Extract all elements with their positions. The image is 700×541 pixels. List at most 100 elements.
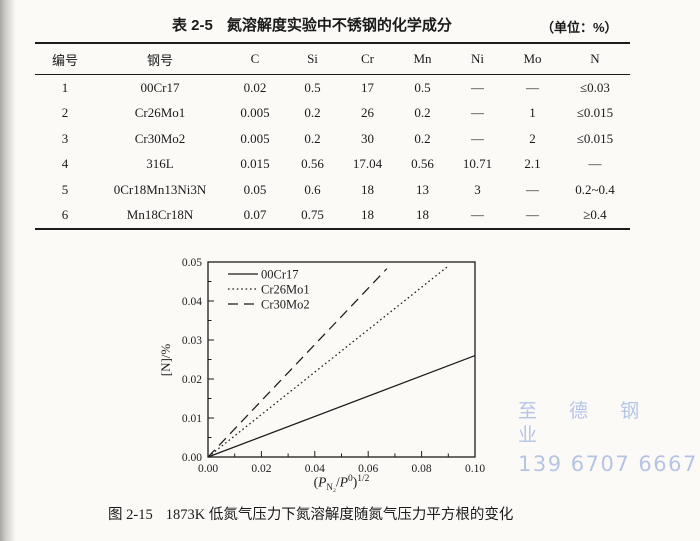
cell: 0.5 (414, 79, 431, 95)
table-number-tag: 表 2-5 (172, 17, 213, 34)
cell: — (471, 130, 484, 146)
figure-caption: 图 2-15 1873K 低氮气压力下氮溶解度随氮气压力平方根的变化 (108, 503, 513, 524)
cell: 0.005 (240, 105, 270, 121)
cell: 3 (61, 130, 69, 146)
cell: — (526, 181, 539, 197)
table-header-row: 编号 钢号 C Si Cr Mn Ni Mo N (35, 43, 630, 75)
cell: 0.2 (414, 130, 431, 146)
col-header-n: N (560, 43, 630, 75)
x-tick-label: 0.00 (198, 463, 218, 475)
cell: Mn18Cr18N (126, 207, 194, 223)
cell: Cr26Mo1 (134, 105, 186, 121)
series-line-Cr30Mo2 (207, 268, 388, 458)
cell: 0.005 (240, 130, 270, 146)
figure-number-tag: 图 2-15 (108, 507, 153, 523)
cell: 0.2 (304, 130, 321, 146)
cell: — (588, 156, 602, 172)
cell: 17 (361, 79, 374, 95)
cell: — (526, 207, 539, 223)
cell: 0.07 (243, 207, 267, 223)
series-line-Cr26Mo1 (207, 266, 448, 458)
table-row: 3 Cr30Mo2 0.005 0.2 30 0.2 — 2 ≤0.015 (35, 126, 630, 152)
col-header-c: C (225, 43, 285, 75)
y-tick-label: 0.02 (182, 374, 202, 386)
cell: — (471, 79, 484, 95)
cell: 0.015 (240, 156, 270, 172)
cell: 2 (529, 130, 536, 146)
cell: — (471, 105, 484, 121)
col-header-cr: Cr (340, 43, 395, 75)
cell: 0Cr18Mn13Ni3N (113, 181, 207, 197)
table-row: 1 00Cr17 0.02 0.5 17 0.5 — — ≤0.03 (35, 75, 630, 101)
cell: ≥0.4 (583, 207, 607, 223)
page-scan-edge (0, 0, 16, 541)
x-tick-label: 0.06 (358, 463, 378, 475)
x-tick-label: 0.10 (465, 463, 485, 475)
cell: 0.2~0.4 (575, 181, 615, 197)
cell: 0.75 (301, 207, 324, 223)
table-row: 2 Cr26Mo1 0.005 0.2 26 0.2 — 1 ≤0.015 (35, 101, 630, 127)
cell: 3 (474, 181, 481, 197)
cell: 30 (361, 130, 374, 146)
y-tick-label: 0.03 (182, 335, 202, 347)
y-tick-label: 0.00 (182, 452, 202, 464)
cell: 10.71 (462, 156, 493, 172)
watermark-company-name: 至 德 钢 业 (518, 400, 653, 446)
cell: 1 (529, 105, 536, 121)
x-tick-label: 0.02 (251, 463, 271, 475)
col-header-steel-grade: 钢号 (95, 43, 225, 75)
cell: 18 (361, 207, 374, 223)
col-header-mo: Mo (505, 43, 560, 75)
legend-label: Cr30Mo2 (261, 298, 310, 312)
x-axis-label: (PN₂/P0)1/2 (313, 474, 370, 493)
legend-label: Cr26Mo1 (261, 283, 310, 297)
plot-border (207, 261, 476, 458)
cell: ≤0.015 (576, 105, 614, 121)
series-line-00Cr17 (207, 355, 476, 458)
cell: 5 (61, 181, 69, 197)
cell: ≤0.03 (580, 79, 610, 95)
cell: 0.2 (304, 105, 321, 121)
col-header-ni: Ni (450, 43, 505, 75)
table-row: 4 316L 0.015 0.56 17.04 0.56 10.71 2.1 — (35, 152, 630, 178)
cell: 4 (61, 156, 69, 172)
cell: 0.02 (243, 79, 267, 95)
cell: 2 (61, 105, 69, 121)
cell: — (526, 79, 539, 95)
cell: 18 (361, 181, 374, 197)
y-tick-label: 0.05 (182, 257, 202, 269)
cell: 0.2 (414, 105, 431, 121)
table-row: 6 Mn18Cr18N 0.07 0.75 18 18 — — ≥0.4 (35, 203, 630, 230)
y-axis-label: [N]/% (158, 343, 173, 377)
table-title: 表 2-5 氮溶解度实验中不锈钢的化学成分 (172, 14, 452, 35)
watermark-phone-number: 139 6707 6667 (518, 451, 698, 476)
cell: 13 (416, 181, 429, 197)
cell: 0.56 (301, 156, 324, 172)
cell: 0.56 (411, 156, 434, 172)
solubility-chart: 0.00 0.02 0.04 0.06 0.08 0.10 0.00 0.01 0.02 0.03… (150, 250, 505, 502)
table-row: 5 0Cr18Mn13Ni3N 0.05 0.6 18 13 3 — 0.2~0.4 (35, 177, 630, 203)
cell: 6 (61, 207, 69, 223)
cell: — (471, 207, 484, 223)
y-tick-label: 0.01 (182, 413, 202, 425)
col-header-mn: Mn (395, 43, 450, 75)
cell: 17.04 (352, 156, 383, 172)
cell: ≤0.015 (576, 130, 614, 146)
cell: 00Cr17 (140, 79, 180, 95)
cell: 0.5 (304, 79, 321, 95)
cell: 0.6 (304, 181, 321, 197)
table-title-text: 氮溶解度实验中不锈钢的化学成分 (226, 17, 452, 34)
x-tick-label: 0.08 (412, 463, 432, 475)
legend-label: 00Cr17 (261, 268, 299, 282)
composition-table: 编号 钢号 C Si Cr Mn Ni Mo N 1 00Cr17 0.02 0.5 1… (35, 42, 630, 230)
x-tick-label: 0.04 (305, 463, 325, 475)
col-header-si: Si (285, 43, 340, 75)
cell: 18 (416, 207, 429, 223)
table-unit-note: （单位：%） (541, 20, 618, 35)
col-header-number: 编号 (35, 43, 95, 75)
cell: 2.1 (524, 156, 541, 172)
cell: Cr30Mo2 (134, 130, 186, 146)
y-tick-label: 0.04 (182, 296, 202, 308)
cell: 0.05 (243, 181, 267, 197)
